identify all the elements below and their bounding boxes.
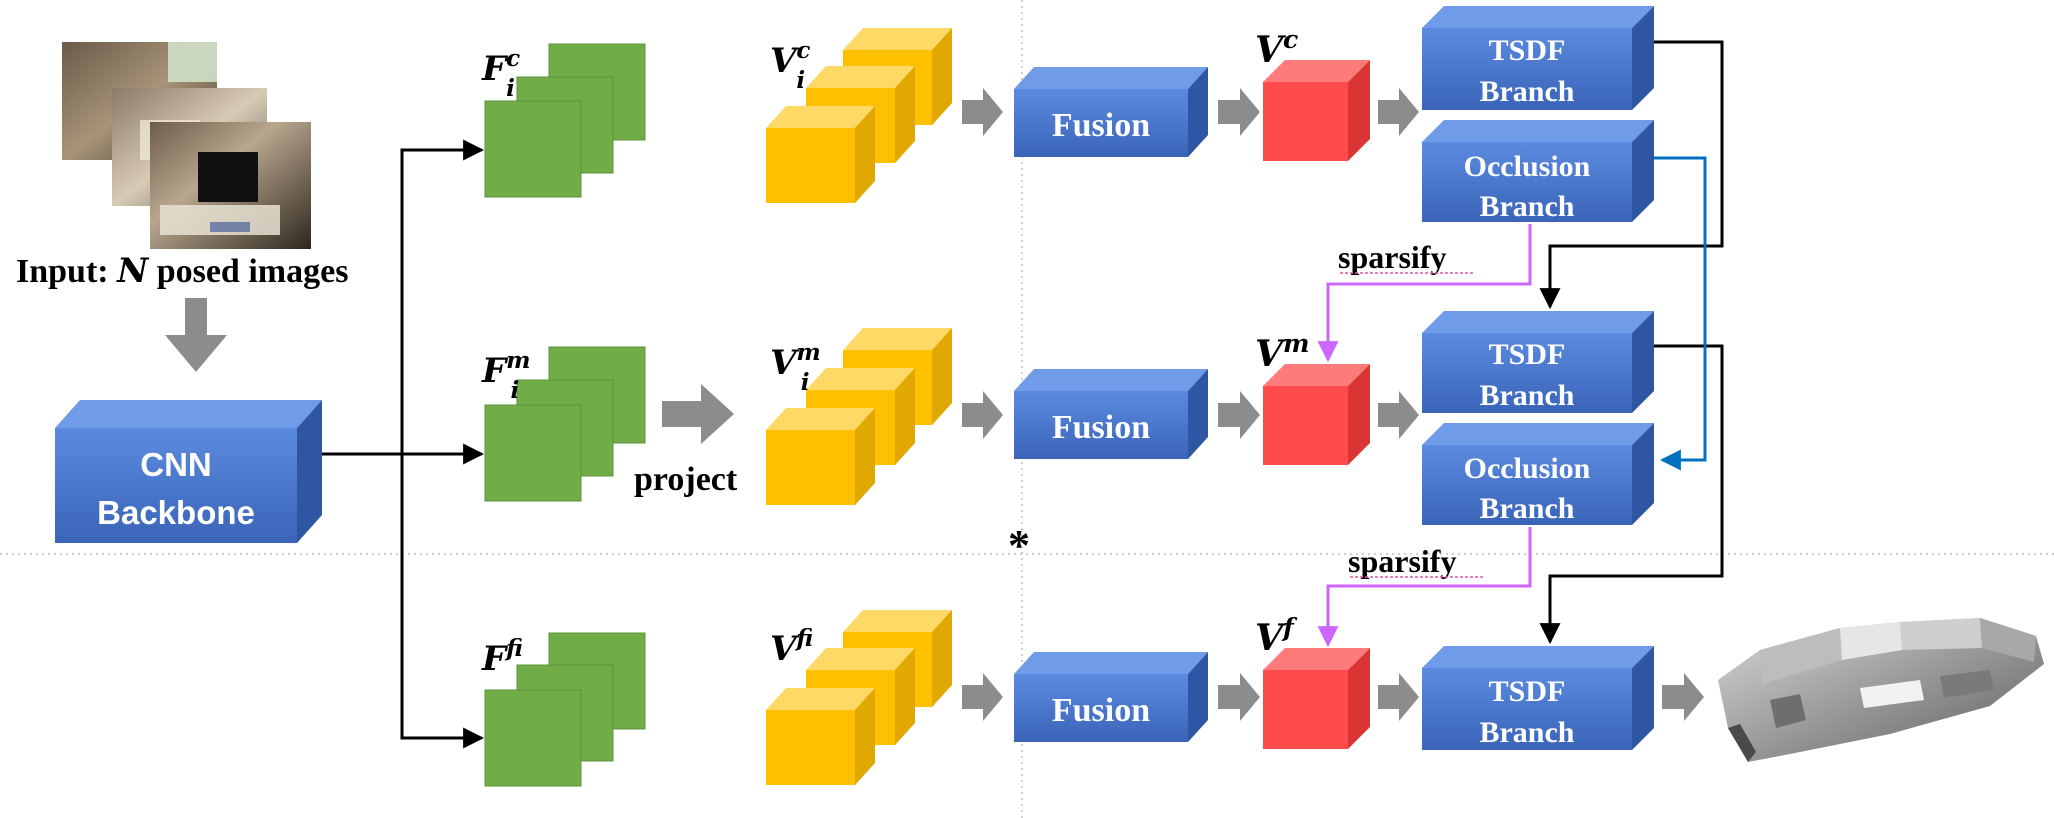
voxel-stack-medium <box>766 328 952 505</box>
feature-stack-fine <box>484 632 646 787</box>
tsdf-branch-medium-line2: Branch <box>1479 379 1574 412</box>
feature-label-coarse: Fc i <box>481 45 520 102</box>
tsdf-branch-coarse-line2: Branch <box>1479 75 1574 108</box>
volume-cube-coarse <box>1263 60 1370 161</box>
tsdf-branch-medium-line1: TSDF <box>1489 338 1566 371</box>
arrow-fusion-to-volume-coarse <box>1218 88 1260 136</box>
voxel-label-coarse: Vc i <box>770 37 810 94</box>
occlusion-branch-coarse-line1: Occlusion <box>1464 150 1591 183</box>
fusion-label-coarse: Fusion <box>1052 107 1150 144</box>
voxel-stack-coarse <box>766 28 952 203</box>
tsdf-branch-coarse: TSDF Branch <box>1422 6 1654 110</box>
project-label: project <box>634 461 738 498</box>
volume-label-coarse: Vc <box>1255 25 1298 71</box>
occlusion-branch-medium: Occlusion Branch <box>1422 423 1654 525</box>
fusion-box-medium: Fusion <box>1014 369 1208 459</box>
arrow-voxel-to-fusion-medium <box>962 391 1003 439</box>
sparsify-label-1: sparsify <box>1338 239 1446 275</box>
tsdf-branch-fine-line2: Branch <box>1479 716 1574 749</box>
arrow-voxel-to-fusion-fine <box>962 673 1003 721</box>
output-mesh <box>1718 618 2044 762</box>
cnn-backbone-line2: Backbone <box>97 494 255 531</box>
cnn-backbone-box: CNN Backbone <box>55 400 322 543</box>
input-images-stack <box>62 42 311 249</box>
volume-label-medium: Vm <box>1255 329 1309 375</box>
project-arrow <box>662 384 734 444</box>
feature-stack-coarse <box>484 43 646 198</box>
arrow-to-output-mesh <box>1662 673 1704 721</box>
arrow-volume-to-branch-medium <box>1378 391 1419 439</box>
input-down-arrow <box>165 298 227 372</box>
tsdf-feedback-connectors <box>1539 40 1724 645</box>
occlusion-branch-coarse: Occlusion Branch <box>1422 120 1654 223</box>
arrow-fusion-to-volume-medium <box>1218 391 1260 439</box>
fusion-box-coarse: Fusion <box>1014 67 1208 157</box>
arrow-volume-to-branch-coarse <box>1378 88 1419 136</box>
arrow-voxel-to-fusion-coarse <box>962 88 1003 136</box>
cnn-backbone-line1: CNN <box>140 446 212 483</box>
fusion-box-fine: Fusion <box>1014 652 1208 742</box>
sparsify-connectors <box>1317 224 1532 648</box>
feature-label-medium: Fm i <box>481 347 530 404</box>
fusion-label-fine: Fusion <box>1052 692 1150 729</box>
tsdf-branch-fine: TSDF Branch <box>1422 646 1654 750</box>
tsdf-branch-medium: TSDF Branch <box>1422 311 1654 413</box>
voxel-label-fine: Vfi <box>770 625 813 669</box>
arrow-volume-to-branch-fine <box>1378 673 1419 721</box>
occlusion-branch-medium-line1: Occlusion <box>1464 452 1591 485</box>
occlusion-branch-medium-line2: Branch <box>1479 492 1574 525</box>
arrow-fusion-to-volume-fine <box>1218 673 1260 721</box>
feature-label-fine: Ffi <box>481 635 523 679</box>
backbone-connectors <box>322 139 485 749</box>
tsdf-branch-coarse-line1: TSDF <box>1489 34 1566 67</box>
asterisk-mark: * <box>1008 521 1030 570</box>
volume-label-fine: Vf <box>1255 613 1298 659</box>
fusion-label-medium: Fusion <box>1052 409 1150 446</box>
volume-cube-fine <box>1263 648 1370 749</box>
feature-stack-medium <box>484 346 646 502</box>
occlusion-branch-coarse-line2: Branch <box>1479 190 1574 223</box>
input-caption: Input: N posed images <box>16 251 348 291</box>
tsdf-branch-fine-line1: TSDF <box>1489 675 1566 708</box>
occlusion-feedback-connector <box>1654 156 1707 471</box>
voxel-stack-fine <box>766 610 952 785</box>
sparsify-label-2: sparsify <box>1348 543 1456 579</box>
voxel-label-medium: Vm i <box>770 339 821 396</box>
volume-cube-medium <box>1263 364 1370 465</box>
